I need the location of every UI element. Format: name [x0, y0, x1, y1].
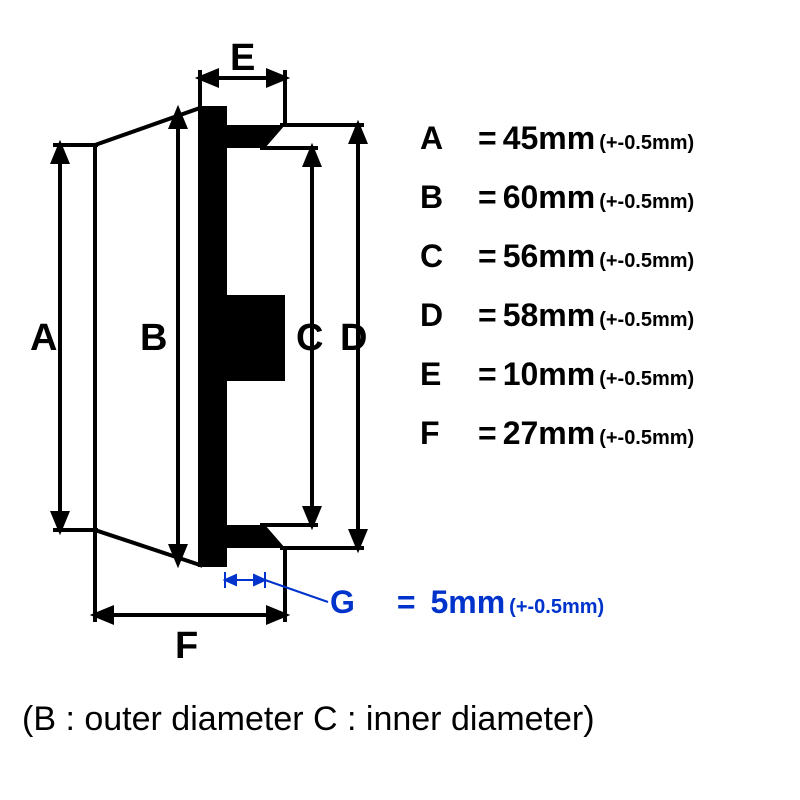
dimension-list: A = 45mm (+-0.5mm) B = 60mm (+-0.5mm) C … — [420, 120, 694, 474]
dim-key: D — [420, 297, 478, 334]
dim-tolerance: (+-0.5mm) — [509, 596, 604, 619]
dim-value: 10mm — [503, 356, 596, 393]
dim-row-a: A = 45mm (+-0.5mm) — [420, 120, 694, 157]
equals-sign: = — [478, 238, 497, 275]
label-b: B — [140, 317, 167, 359]
equals-sign: = — [478, 179, 497, 216]
dim-value: 45mm — [503, 120, 596, 157]
dim-row-f: F = 27mm (+-0.5mm) — [420, 415, 694, 452]
dim-value: 5mm — [430, 584, 505, 621]
label-f: F — [175, 625, 198, 667]
dim-a — [53, 145, 98, 530]
dim-tolerance: (+-0.5mm) — [599, 132, 694, 155]
equals-sign: = — [478, 415, 497, 452]
dim-key: C — [420, 238, 478, 275]
dim-key: E — [420, 356, 478, 393]
dim-row-g: G = 5mm (+-0.5mm) — [330, 584, 604, 621]
dim-tolerance: (+-0.5mm) — [599, 191, 694, 214]
dim-tolerance: (+-0.5mm) — [599, 309, 694, 332]
equals-sign: = — [388, 584, 424, 621]
dim-row-d: D = 58mm (+-0.5mm) — [420, 297, 694, 334]
equals-sign: = — [478, 356, 497, 393]
label-c: C — [296, 317, 323, 359]
equals-sign: = — [478, 297, 497, 334]
dim-key: G — [330, 584, 388, 621]
dim-row-e: E = 10mm (+-0.5mm) — [420, 356, 694, 393]
label-e: E — [230, 37, 255, 79]
dim-g — [225, 572, 328, 602]
dim-key: F — [420, 415, 478, 452]
label-a: A — [30, 317, 57, 359]
top-clip — [225, 125, 285, 148]
dim-tolerance: (+-0.5mm) — [599, 250, 694, 273]
legend-text: (B : outer diameter C : inner diameter) — [22, 700, 595, 739]
dim-row-b: B = 60mm (+-0.5mm) — [420, 179, 694, 216]
dim-tolerance: (+-0.5mm) — [599, 427, 694, 450]
diagram-canvas: A B C D E F A = 45mm (+-0.5mm) B = 60mm … — [0, 0, 800, 800]
label-d: D — [340, 317, 367, 359]
dim-key: B — [420, 179, 478, 216]
dim-tolerance: (+-0.5mm) — [599, 368, 694, 391]
dim-value: 58mm — [503, 297, 596, 334]
center-hub — [225, 295, 285, 381]
bottom-clip — [225, 525, 285, 548]
equals-sign: = — [478, 120, 497, 157]
dim-key: A — [420, 120, 478, 157]
dim-row-c: C = 56mm (+-0.5mm) — [420, 238, 694, 275]
dim-value: 27mm — [503, 415, 596, 452]
dim-value: 56mm — [503, 238, 596, 275]
dim-value: 60mm — [503, 179, 596, 216]
